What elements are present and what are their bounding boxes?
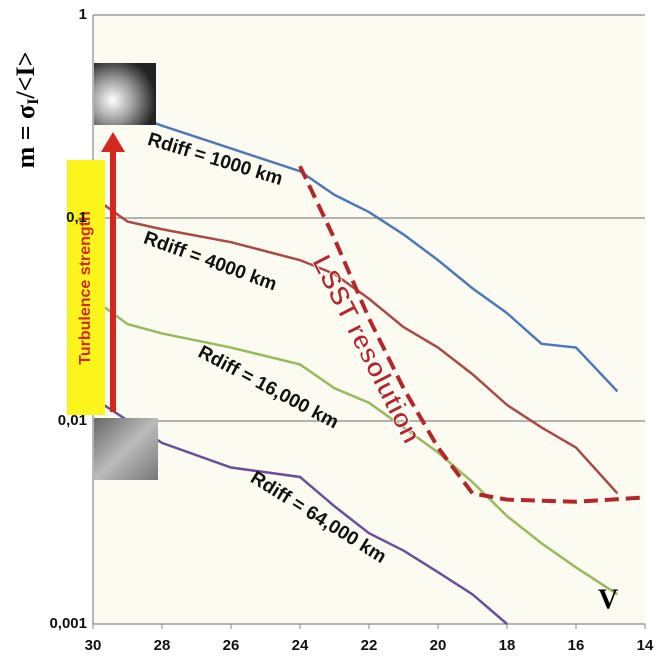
series-line	[140, 117, 619, 393]
y-tick-label: 0,01	[58, 412, 87, 429]
series-line	[92, 195, 619, 495]
x-tick-label: 26	[223, 637, 240, 654]
x-tick-label: 20	[430, 637, 447, 654]
x-tick-label: 16	[568, 637, 585, 654]
series-line	[298, 165, 646, 504]
x-axis-title: V	[598, 584, 618, 615]
x-tick-label: 22	[361, 637, 378, 654]
y-axis-title: m = σI/<I>	[11, 52, 42, 169]
annotation: Turbulence strength	[77, 211, 94, 365]
y-tick-label: 0,1	[66, 209, 87, 226]
y-tick-label: 1	[79, 6, 87, 23]
series-line	[92, 396, 508, 625]
x-tick-label: 24	[292, 637, 309, 654]
x-tick-label: 30	[85, 637, 102, 654]
arrow-head	[101, 132, 125, 152]
annotation-box	[67, 160, 105, 415]
series-line	[92, 297, 619, 596]
strong-turbulence-image	[94, 63, 156, 125]
x-tick-label: 28	[154, 637, 171, 654]
y-tick-label: 0,001	[49, 615, 87, 632]
x-tick-label: 14	[637, 637, 654, 654]
x-tick-label: 18	[499, 637, 516, 654]
weak-turbulence-image	[94, 418, 158, 480]
